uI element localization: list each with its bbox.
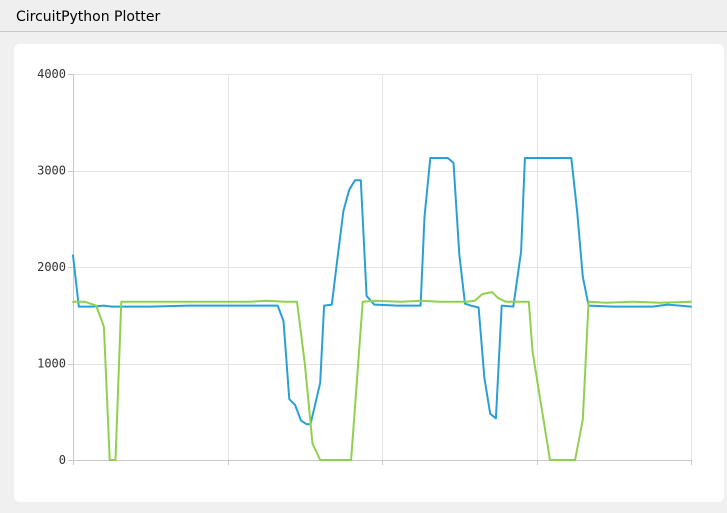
grid xyxy=(68,74,692,461)
window-title: CircuitPython Plotter xyxy=(16,9,161,25)
plot-area: 0 1000 2000 3000 4000 xyxy=(37,67,692,467)
y-tick-label: 2000 xyxy=(37,260,66,274)
y-tick-label: 3000 xyxy=(37,164,66,178)
y-tick-label: 4000 xyxy=(37,67,66,81)
plot-panel: 0 1000 2000 3000 4000 xyxy=(14,44,724,502)
y-tick-label: 1000 xyxy=(37,357,66,371)
title-bar: CircuitPython Plotter xyxy=(0,0,727,32)
series-lines xyxy=(72,157,692,461)
y-tick-label: 0 xyxy=(59,453,66,467)
y-tick-labels: 0 1000 2000 3000 4000 xyxy=(37,67,66,467)
series-line-2 xyxy=(72,291,692,461)
